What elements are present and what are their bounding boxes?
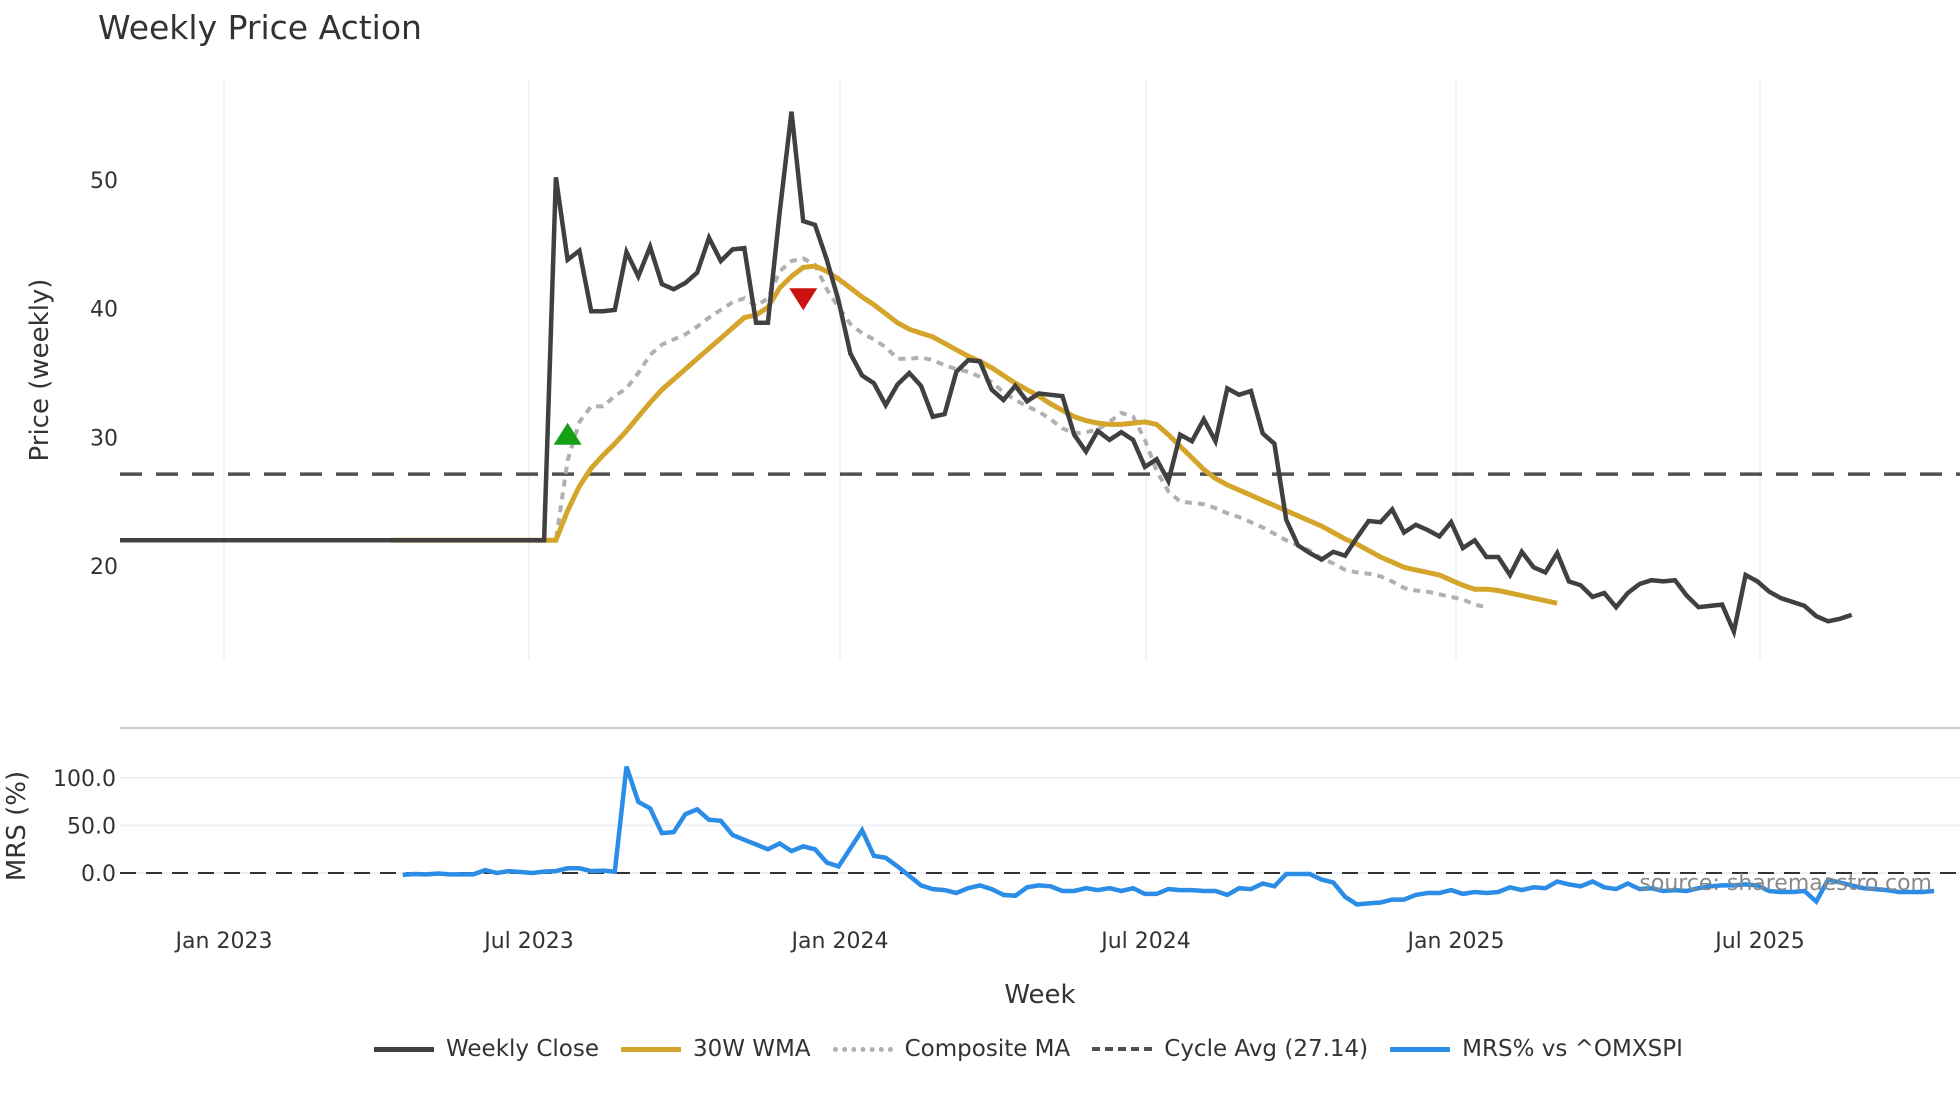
legend-wma[interactable]: 30W WMA: [620, 1036, 811, 1062]
legend-mrs[interactable]: MRS% vs ^OMXSPI: [1390, 1036, 1683, 1062]
legend-weekly-close[interactable]: Weekly Close: [374, 1036, 599, 1062]
mrs-line: [402, 765, 1935, 907]
price-tick-label: 30: [90, 426, 118, 451]
x-tick-label: Jan 2024: [790, 929, 889, 954]
mrs-tick-label: 50.0: [67, 815, 116, 840]
mrs-y-axis-label: MRS (%): [2, 771, 32, 881]
source-annotation: source: sharemaestro.com: [1639, 871, 1932, 896]
mrs-tick-label: 0.0: [81, 862, 116, 887]
legend-label: 30W WMA: [692, 1036, 811, 1062]
x-tick-label: Jul 2025: [1713, 929, 1805, 954]
axis-ticks: Jan 2023 Jul 2023 Jan 2024 Jul 2024 Jan 2025…: [53, 169, 1805, 954]
x-tick-label: Jul 2024: [1099, 929, 1191, 954]
x-tick-label: Jul 2023: [482, 929, 574, 954]
legend-cycle-avg[interactable]: Cycle Avg (27.14): [1092, 1036, 1368, 1062]
grid-lines: [120, 80, 1960, 874]
legend-swatch-dotted-gray: [832, 1046, 893, 1052]
legend-label: Weekly Close: [446, 1036, 599, 1062]
legend-label: Composite MA: [904, 1036, 1071, 1062]
legend-label: MRS% vs ^OMXSPI: [1462, 1036, 1683, 1062]
price-y-axis-label: Price (weekly): [25, 279, 55, 462]
chart-title: Weekly Price Action: [98, 8, 422, 47]
legend-label: Cycle Avg (27.14): [1164, 1036, 1369, 1062]
legend-swatch-dashed: [1092, 1047, 1153, 1051]
x-axis-label: Week: [1004, 980, 1075, 1010]
legend-composite-ma[interactable]: Composite MA: [832, 1036, 1071, 1062]
buy-signal-triangle-up-icon: [553, 422, 582, 445]
x-tick-label: Jan 2025: [1406, 929, 1505, 954]
legend-swatch-solid-blue: [1390, 1046, 1451, 1052]
chart-legend: Weekly Close 30W WMA Composite MA Cycle …: [374, 1036, 1683, 1062]
x-tick-label: Jan 2023: [174, 929, 273, 954]
composite-ma-line: [155, 256, 1487, 610]
sell-signal-triangle-down-icon: [789, 288, 818, 311]
price-tick-label: 20: [90, 555, 118, 580]
weekly-close-line: [120, 111, 1853, 639]
legend-swatch-solid-dark: [374, 1046, 434, 1052]
mrs-tick-label: 100.0: [53, 767, 116, 792]
price-tick-label: 50: [90, 169, 118, 194]
legend-swatch-solid-gold: [620, 1046, 681, 1052]
price-tick-label: 40: [90, 298, 118, 323]
